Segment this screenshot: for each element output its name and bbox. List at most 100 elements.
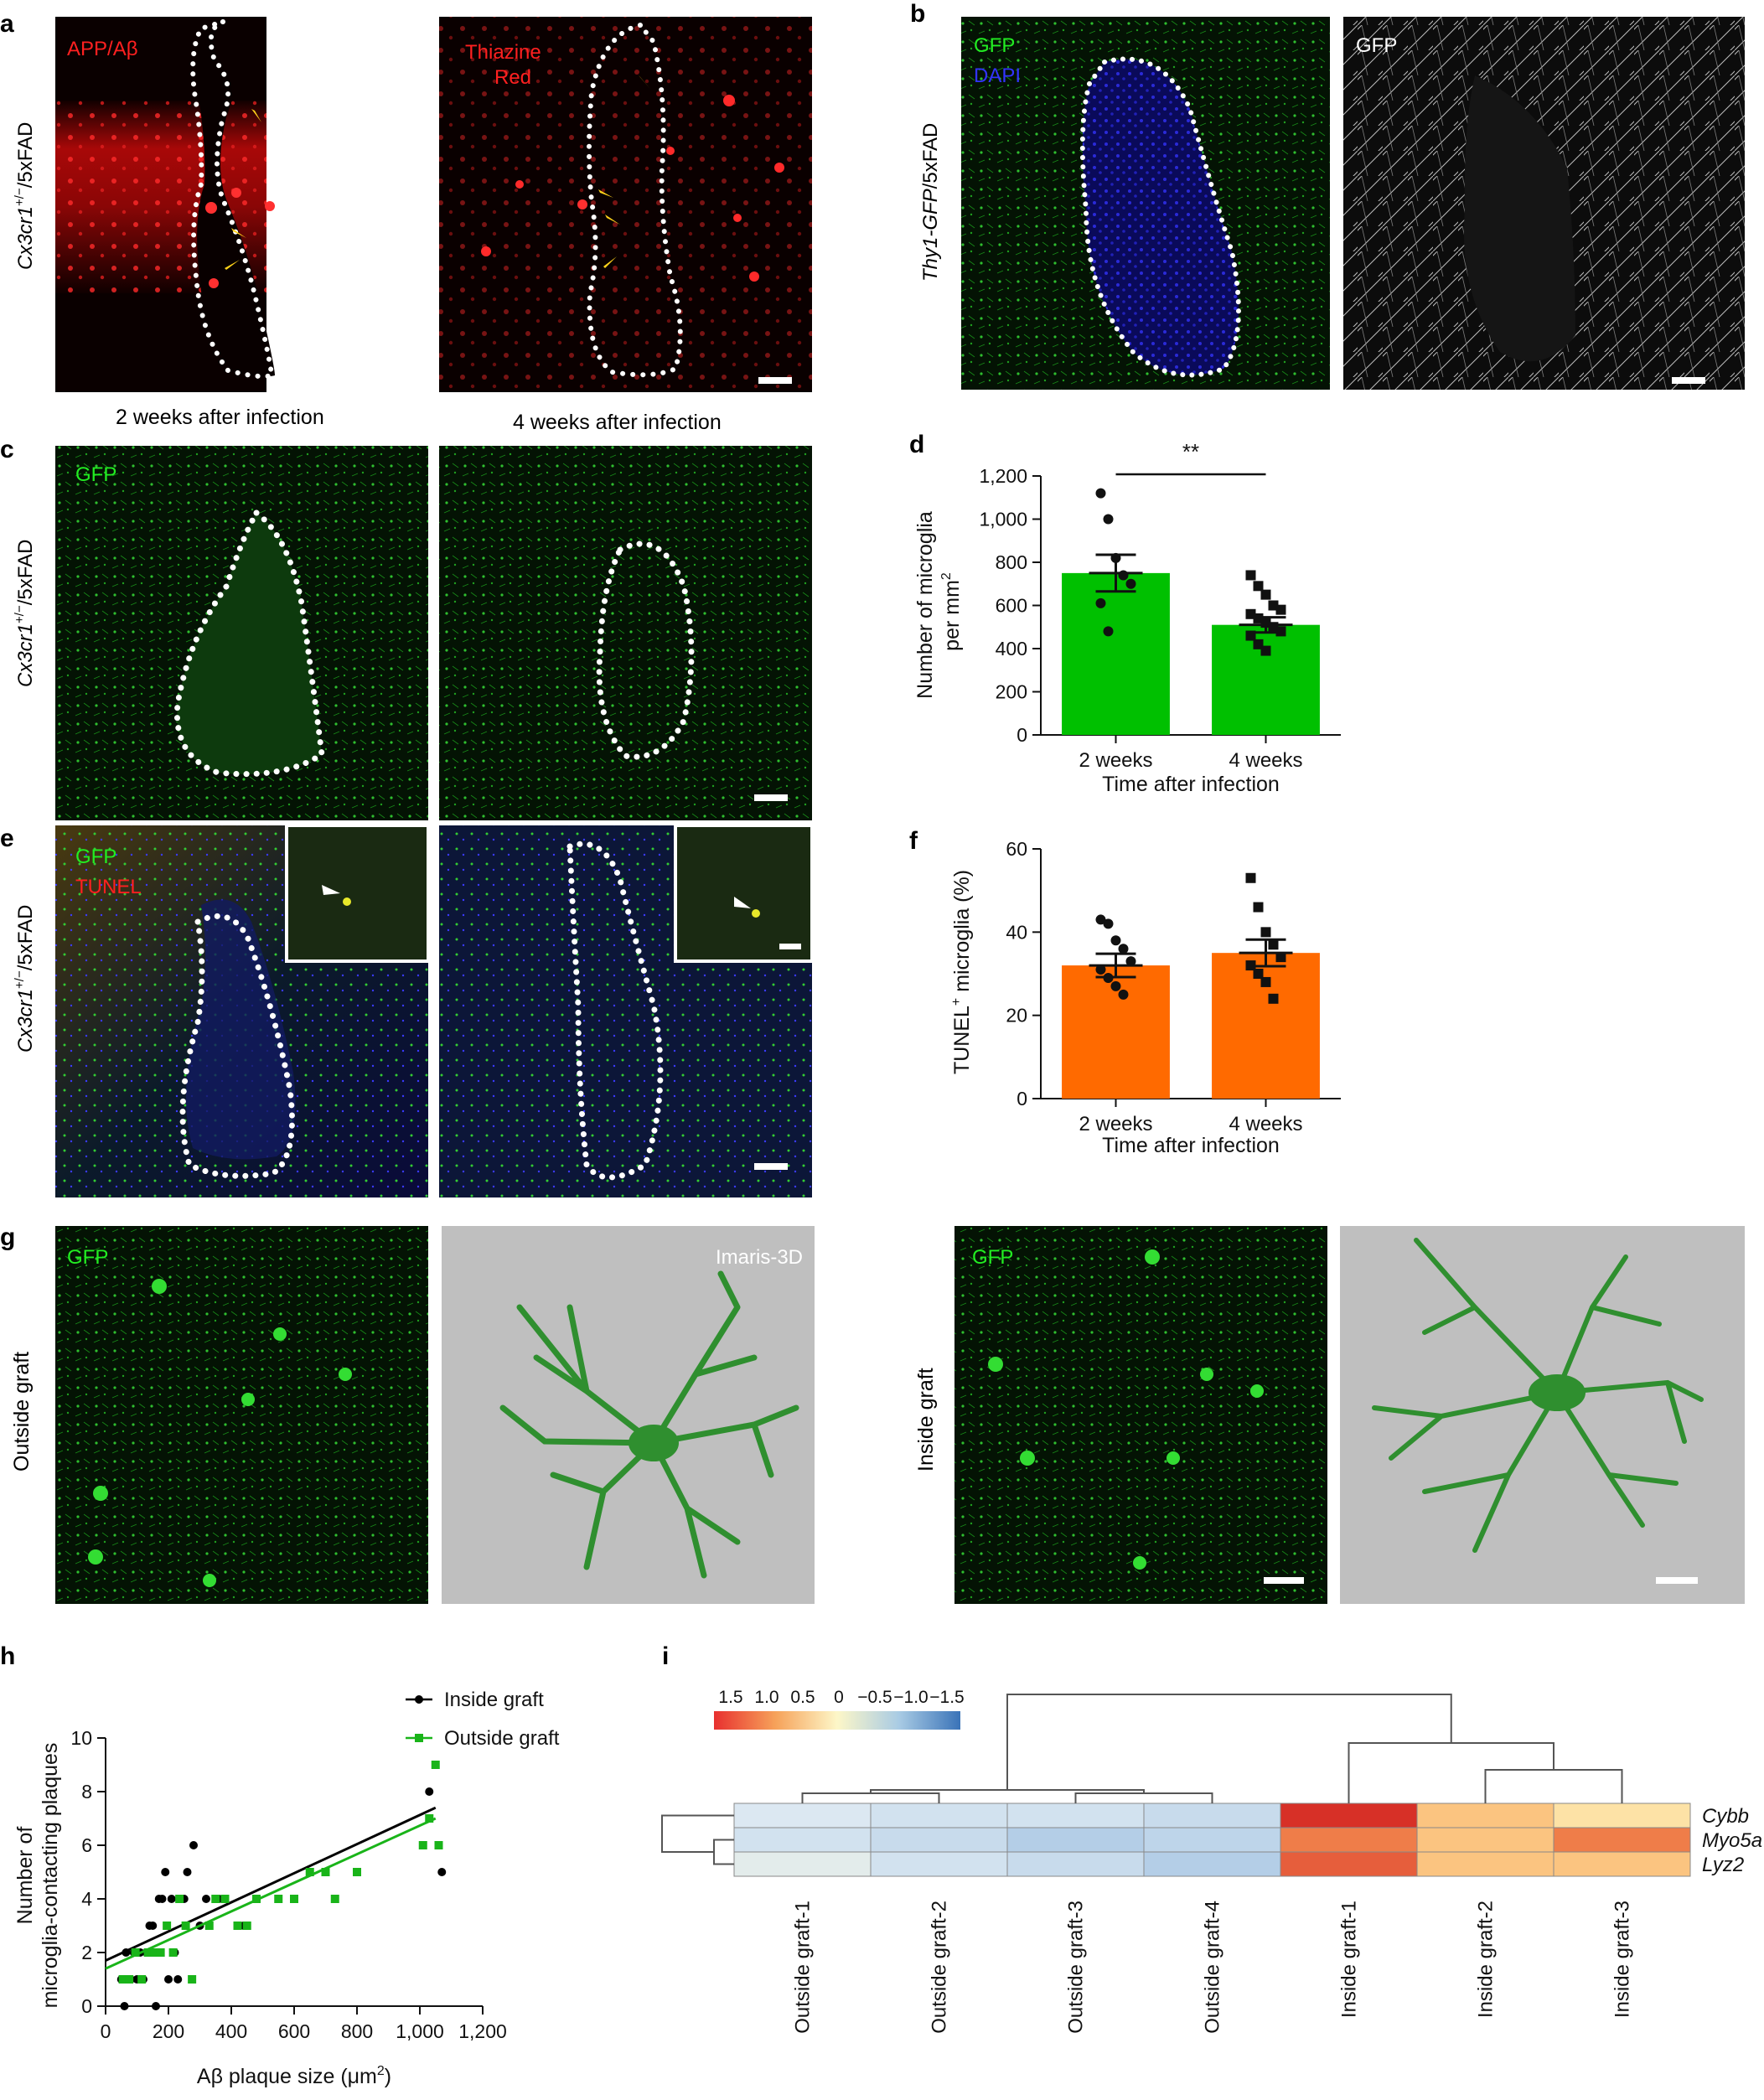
inside-graft-fit-line: [105, 1806, 437, 1962]
colorbar-tick-label: 0: [834, 1688, 844, 1707]
heatmap-cell: [1143, 1803, 1281, 1828]
x-tick-label: 1,200: [458, 2020, 507, 2042]
y-axis-title-sup: 2: [939, 572, 954, 580]
panel-g: g Outside graft Inside graft GFP Imaris-…: [0, 1223, 1745, 1604]
panel-i-letter: i: [662, 1642, 669, 1670]
heatmap-cell: [870, 1803, 1008, 1828]
column-dendrogram-branch: [1484, 1769, 1623, 1803]
y-tick-label: 1,200: [979, 465, 1027, 487]
data-point: [1245, 872, 1256, 883]
outside-graft-point: [156, 1948, 165, 1957]
imaris-render-inside: [1340, 1226, 1745, 1604]
heatmap-cell: [1416, 1803, 1554, 1828]
y-tick-label: 800: [996, 551, 1027, 573]
heatmap-cell: [1553, 1851, 1691, 1877]
panel-e-letter: e: [0, 825, 14, 852]
outside-graft-point: [118, 1975, 127, 1984]
data-point: [1275, 952, 1286, 963]
y-tick-label: 0: [1016, 724, 1027, 746]
heatmap-cell: [1006, 1827, 1145, 1853]
significance-label: **: [1182, 439, 1199, 464]
panel-f-letter: f: [909, 827, 918, 855]
panel-c: c Cx3cr1+/−/5xFAD GFP: [0, 436, 812, 820]
outside-graft-point: [418, 1841, 427, 1849]
outside-graft-point: [425, 1814, 434, 1823]
inside-graft-row-label: Inside graft: [914, 1368, 938, 1472]
data-point: [1260, 589, 1271, 600]
chart-microglia-density: 0 200 400 600 800 1,000 1,200 2 weeks 4 weeksTim…: [913, 439, 1341, 796]
outside-graft-point: [330, 1895, 339, 1903]
y-tick-label: 0: [1016, 1088, 1027, 1109]
data-point: [1253, 969, 1264, 979]
label-gfp: GFP: [972, 1246, 1013, 1269]
legend-label: Outside graft: [444, 1727, 560, 1750]
x-axis-title: Aβ plaque size (μm2): [197, 2064, 391, 2088]
inside-graft-point: [189, 1841, 198, 1849]
y-tick-label: 10: [70, 1727, 92, 1749]
x-tick-label: 200: [153, 2020, 184, 2042]
panel-h-letter: h: [0, 1642, 15, 1670]
inside-graft-point: [158, 1895, 167, 1903]
panel-e-row-label: Cx3cr1+/−/5xFAD: [13, 905, 37, 1053]
outside-graft-point: [220, 1895, 230, 1903]
bar-4-weeks: [1212, 953, 1320, 1099]
data-point: [1253, 902, 1264, 913]
data-point: [1095, 597, 1106, 608]
colorbar-tick-label: −0.5: [857, 1688, 892, 1707]
label-gfp-grey: GFP: [1356, 34, 1397, 57]
outside-graft-point: [431, 1761, 440, 1769]
data-point: [1095, 488, 1106, 499]
heatmap-cell: [1143, 1851, 1281, 1877]
data-point: [1110, 935, 1121, 946]
graft-outline: [190, 19, 275, 380]
inside-graft-point: [425, 1787, 434, 1796]
inside-graft-point: [120, 2002, 129, 2010]
inside-graft-point: [161, 1868, 170, 1876]
data-point: [1275, 604, 1286, 615]
chart-plaque-contact-scatter: 0 2 4 6 8 10 0 200 400 600 800 1,000 1,200 Inside gra…: [13, 1689, 560, 2088]
column-label: Outside graft-2: [929, 1901, 951, 2034]
panel-d: d 0 200 400 600 800 1,000 1,200 2 weeks 4 weeksT…: [909, 431, 1341, 796]
column-dendrogram-branch: [801, 1792, 940, 1803]
label-imaris: Imaris-3D: [716, 1246, 803, 1269]
y-tick-label: 4: [81, 1888, 92, 1910]
panel-h: h 0 2 4 6 8 10 0 200 400 600 800 1,000 1,200 Inside g…: [0, 1642, 560, 2088]
column-dendrogram-branch: [1006, 1694, 1452, 1790]
y-axis-title-main: TUNEL: [950, 1006, 974, 1074]
heatmap-cell: [1416, 1851, 1554, 1877]
outside-graft-point: [163, 1922, 172, 1930]
scale-bar: [1656, 1577, 1698, 1584]
panel-b-letter: b: [910, 0, 925, 28]
scale-bar: [1672, 377, 1705, 384]
data-point: [1103, 972, 1114, 983]
outside-graft-point: [143, 1948, 153, 1957]
outside-graft-point: [137, 1975, 147, 1984]
label-gfp: GFP: [75, 846, 116, 868]
label-gfp: GFP: [974, 34, 1015, 57]
y-tick-label: 6: [81, 1834, 92, 1856]
data-point: [1118, 570, 1129, 581]
panel-b: b Thy1-GFP/5xFAD GFP DAPI GFP: [910, 0, 1745, 390]
x-tick-label: 4 weeks: [1229, 1113, 1302, 1135]
inside-graft-point: [437, 1868, 447, 1876]
outside-graft-point: [353, 1868, 361, 1876]
inside-graft-point: [152, 2002, 160, 2010]
legend-label: Inside graft: [444, 1689, 544, 1711]
micrograph-app-abeta: APP/Aβ: [55, 17, 275, 392]
row-label: Myo5a: [1702, 1829, 1762, 1852]
y-axis-title-line2: microglia-contacting plaques: [39, 1743, 62, 2009]
data-point: [1118, 944, 1129, 954]
y-axis-title-line1: Number of: [13, 1827, 37, 1925]
y-axis-title-sup: +: [949, 998, 964, 1006]
inside-graft-point: [148, 1922, 158, 1930]
y-axis-title: Number of microglia per mm2: [913, 511, 964, 699]
y-axis-title-rest: microglia (%): [950, 870, 974, 998]
y-axis-title-line1: Number of microglia: [913, 511, 937, 699]
column-dendrogram-branch: [1074, 1792, 1213, 1803]
x-tick-label: 4 weeks: [1229, 749, 1302, 772]
micrograph-thiazine-red: Thiazine Red: [439, 17, 812, 392]
outside-graft-point: [131, 1948, 140, 1957]
y-axis-title-line2: per mm: [940, 580, 964, 651]
data-point: [1260, 645, 1271, 656]
inside-graft-point: [173, 1975, 183, 1984]
